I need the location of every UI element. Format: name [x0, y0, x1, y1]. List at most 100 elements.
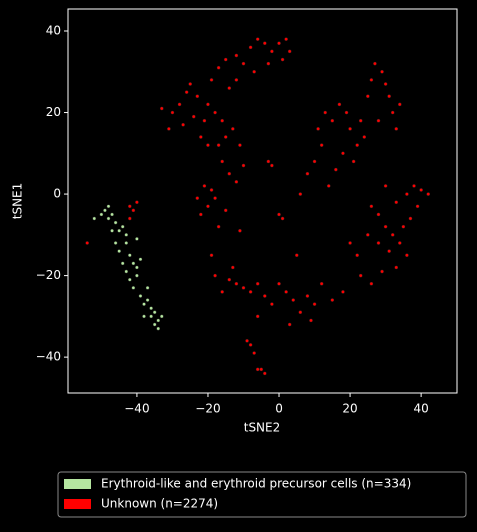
point — [156, 326, 161, 331]
point — [120, 261, 125, 266]
point — [128, 204, 132, 209]
point — [263, 41, 267, 46]
point — [149, 314, 153, 319]
y-tick-label: −20 — [36, 268, 61, 282]
point — [348, 127, 352, 131]
point — [390, 110, 395, 115]
point — [234, 53, 239, 58]
point — [259, 367, 264, 372]
point — [195, 196, 200, 200]
point — [248, 343, 253, 347]
point — [156, 318, 161, 323]
point — [248, 45, 253, 50]
point — [355, 143, 359, 147]
y-tick-label: 0 — [53, 187, 61, 201]
point — [213, 196, 217, 200]
point — [117, 249, 121, 253]
point — [145, 286, 150, 290]
point — [124, 269, 129, 274]
point — [330, 298, 335, 302]
point — [195, 94, 200, 99]
point — [383, 82, 388, 86]
point — [426, 192, 431, 196]
point — [337, 102, 342, 107]
point — [408, 216, 413, 221]
point — [199, 212, 203, 217]
point — [128, 253, 132, 258]
point — [405, 192, 409, 196]
point — [383, 184, 388, 188]
point — [319, 143, 324, 147]
point — [263, 371, 267, 376]
point — [202, 184, 207, 188]
point — [99, 212, 104, 217]
plot-frame — [67, 8, 458, 394]
point — [241, 163, 246, 168]
point — [152, 322, 157, 327]
point — [206, 204, 210, 209]
point — [287, 49, 292, 54]
point — [167, 127, 171, 131]
legend-swatch — [64, 479, 91, 489]
point — [220, 290, 224, 294]
point — [128, 277, 132, 282]
point — [227, 86, 232, 90]
point — [227, 171, 232, 176]
point — [341, 290, 345, 294]
point — [241, 61, 246, 66]
point — [202, 118, 207, 123]
point — [184, 90, 189, 94]
point — [298, 310, 303, 315]
point — [266, 61, 271, 66]
point — [362, 135, 367, 139]
point — [255, 314, 260, 319]
point — [206, 102, 210, 107]
point — [159, 314, 164, 319]
point — [128, 216, 132, 221]
point — [234, 281, 239, 286]
point — [216, 65, 221, 70]
point — [291, 298, 296, 302]
point — [138, 294, 143, 298]
point — [135, 273, 139, 278]
point — [390, 233, 395, 237]
point — [355, 253, 359, 258]
point — [255, 281, 260, 286]
point — [294, 253, 299, 258]
point — [223, 208, 228, 213]
point — [387, 94, 391, 99]
point — [334, 167, 338, 172]
point — [131, 261, 136, 266]
point — [376, 212, 381, 217]
point — [366, 233, 370, 237]
point — [206, 143, 210, 147]
y-tick-label: 40 — [46, 24, 61, 38]
point — [117, 228, 121, 233]
point — [394, 127, 399, 131]
y-tick-label: −40 — [36, 350, 61, 364]
point — [213, 273, 217, 278]
point — [344, 110, 349, 115]
point — [255, 367, 260, 372]
point — [209, 78, 214, 82]
point — [398, 102, 402, 107]
point — [323, 110, 328, 115]
point — [135, 265, 139, 270]
point — [131, 208, 136, 213]
point — [326, 184, 331, 188]
point — [280, 57, 285, 62]
point — [316, 127, 320, 131]
point — [149, 306, 153, 311]
legend-box — [57, 471, 467, 518]
point — [376, 241, 381, 245]
y-axis-label: tSNE1 — [11, 183, 25, 220]
point — [312, 302, 317, 306]
point — [376, 118, 381, 123]
point — [284, 37, 288, 41]
point — [277, 41, 281, 46]
point — [213, 110, 217, 115]
point — [159, 106, 164, 111]
point — [270, 302, 274, 306]
point — [142, 302, 146, 306]
